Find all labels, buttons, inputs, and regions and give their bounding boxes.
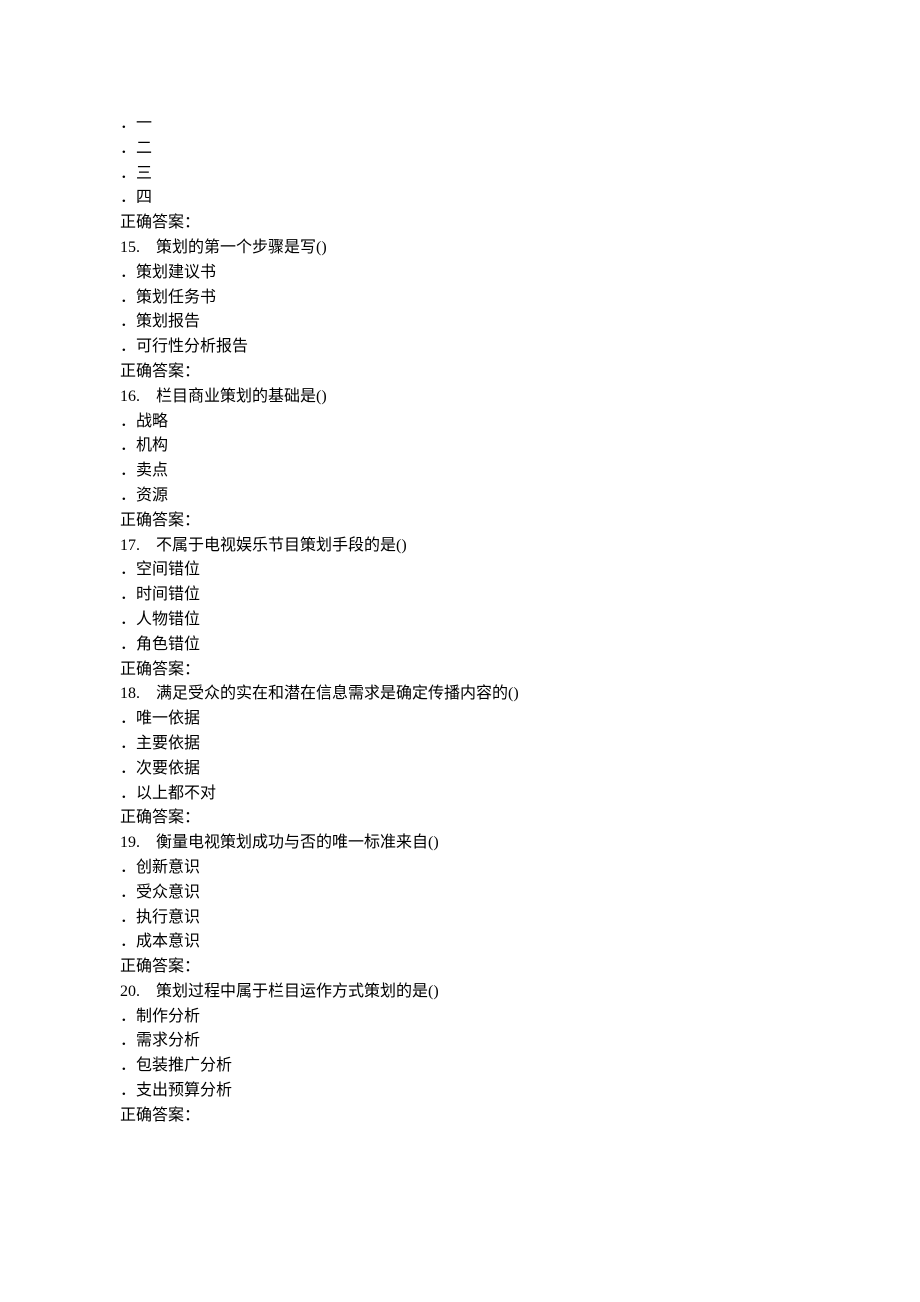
option-item: 二 (120, 137, 800, 162)
option-text: 四 (136, 189, 152, 206)
option-text: 一 (136, 115, 152, 132)
option-item: 需求分析 (120, 1029, 800, 1054)
option-text: 资源 (136, 487, 168, 504)
option-text: 卖点 (136, 462, 168, 479)
option-item: 以上都不对 (120, 782, 800, 807)
option-text: 二 (136, 140, 152, 157)
option-item: 受众意识 (120, 881, 800, 906)
option-item: 制作分析 (120, 1005, 800, 1030)
question-separator (140, 834, 156, 851)
answer-label: 正确答案： (120, 509, 800, 534)
question-separator (140, 537, 156, 554)
answer-label: 正确答案： (120, 211, 800, 236)
option-text: 主要依据 (136, 735, 200, 752)
option-item: 可行性分析报告 (120, 335, 800, 360)
option-item: 四 (120, 186, 800, 211)
option-text: 以上都不对 (136, 785, 216, 802)
question-line: 15. 策划的第一个步骤是写() (120, 236, 800, 261)
answer-label: 正确答案： (120, 1104, 800, 1129)
answer-label: 正确答案： (120, 806, 800, 831)
option-item: 三 (120, 162, 800, 187)
option-text: 三 (136, 165, 152, 182)
option-item: 次要依据 (120, 757, 800, 782)
option-text: 时间错位 (136, 586, 200, 603)
option-text: 需求分析 (136, 1032, 200, 1049)
option-text: 策划建议书 (136, 264, 216, 281)
question-line: 17. 不属于电视娱乐节目策划手段的是() (120, 534, 800, 559)
question-text: 不属于电视娱乐节目策划手段的是() (156, 537, 407, 554)
question-text: 策划过程中属于栏目运作方式策划的是() (156, 983, 439, 1000)
question-separator (140, 239, 156, 256)
option-text: 制作分析 (136, 1008, 200, 1025)
question-number: 15. (120, 239, 140, 256)
answer-label: 正确答案： (120, 955, 800, 980)
option-text: 次要依据 (136, 760, 200, 777)
option-text: 创新意识 (136, 859, 200, 876)
option-item: 时间错位 (120, 583, 800, 608)
option-text: 机构 (136, 437, 168, 454)
answer-label: 正确答案： (120, 360, 800, 385)
question-line: 16. 栏目商业策划的基础是() (120, 385, 800, 410)
option-item: 创新意识 (120, 856, 800, 881)
option-item: 成本意识 (120, 930, 800, 955)
option-text: 支出预算分析 (136, 1082, 232, 1099)
question-separator (140, 983, 156, 1000)
question-number: 16. (120, 388, 140, 405)
option-item: 策划建议书 (120, 261, 800, 286)
question-number: 18. (120, 685, 140, 702)
question-number: 17. (120, 537, 140, 554)
document-body: 一二三四正确答案：15. 策划的第一个步骤是写()策划建议书策划任务书策划报告可… (120, 112, 800, 1129)
question-separator (140, 685, 156, 702)
option-text: 可行性分析报告 (136, 338, 248, 355)
option-item: 支出预算分析 (120, 1079, 800, 1104)
option-item: 策划任务书 (120, 286, 800, 311)
question-line: 20. 策划过程中属于栏目运作方式策划的是() (120, 980, 800, 1005)
option-text: 空间错位 (136, 561, 200, 578)
question-number: 20. (120, 983, 140, 1000)
answer-label: 正确答案： (120, 658, 800, 683)
question-separator (140, 388, 156, 405)
option-item: 主要依据 (120, 732, 800, 757)
option-text: 成本意识 (136, 933, 200, 950)
option-text: 策划任务书 (136, 289, 216, 306)
option-item: 战略 (120, 410, 800, 435)
option-text: 执行意识 (136, 909, 200, 926)
question-text: 栏目商业策划的基础是() (156, 388, 327, 405)
option-text: 战略 (136, 413, 168, 430)
question-text: 衡量电视策划成功与否的唯一标准来自() (156, 834, 439, 851)
option-text: 角色错位 (136, 636, 200, 653)
question-text: 策划的第一个步骤是写() (156, 239, 327, 256)
option-item: 机构 (120, 434, 800, 459)
question-line: 19. 衡量电视策划成功与否的唯一标准来自() (120, 831, 800, 856)
option-item: 卖点 (120, 459, 800, 484)
option-text: 受众意识 (136, 884, 200, 901)
option-item: 资源 (120, 484, 800, 509)
option-item: 执行意识 (120, 906, 800, 931)
option-item: 人物错位 (120, 608, 800, 633)
option-item: 策划报告 (120, 310, 800, 335)
option-item: 一 (120, 112, 800, 137)
option-text: 包装推广分析 (136, 1057, 232, 1074)
question-text: 满足受众的实在和潜在信息需求是确定传播内容的() (156, 685, 519, 702)
option-item: 唯一依据 (120, 707, 800, 732)
question-line: 18. 满足受众的实在和潜在信息需求是确定传播内容的() (120, 682, 800, 707)
option-text: 人物错位 (136, 611, 200, 628)
option-item: 空间错位 (120, 558, 800, 583)
option-item: 角色错位 (120, 633, 800, 658)
question-number: 19. (120, 834, 140, 851)
option-text: 唯一依据 (136, 710, 200, 727)
option-item: 包装推广分析 (120, 1054, 800, 1079)
option-text: 策划报告 (136, 313, 200, 330)
